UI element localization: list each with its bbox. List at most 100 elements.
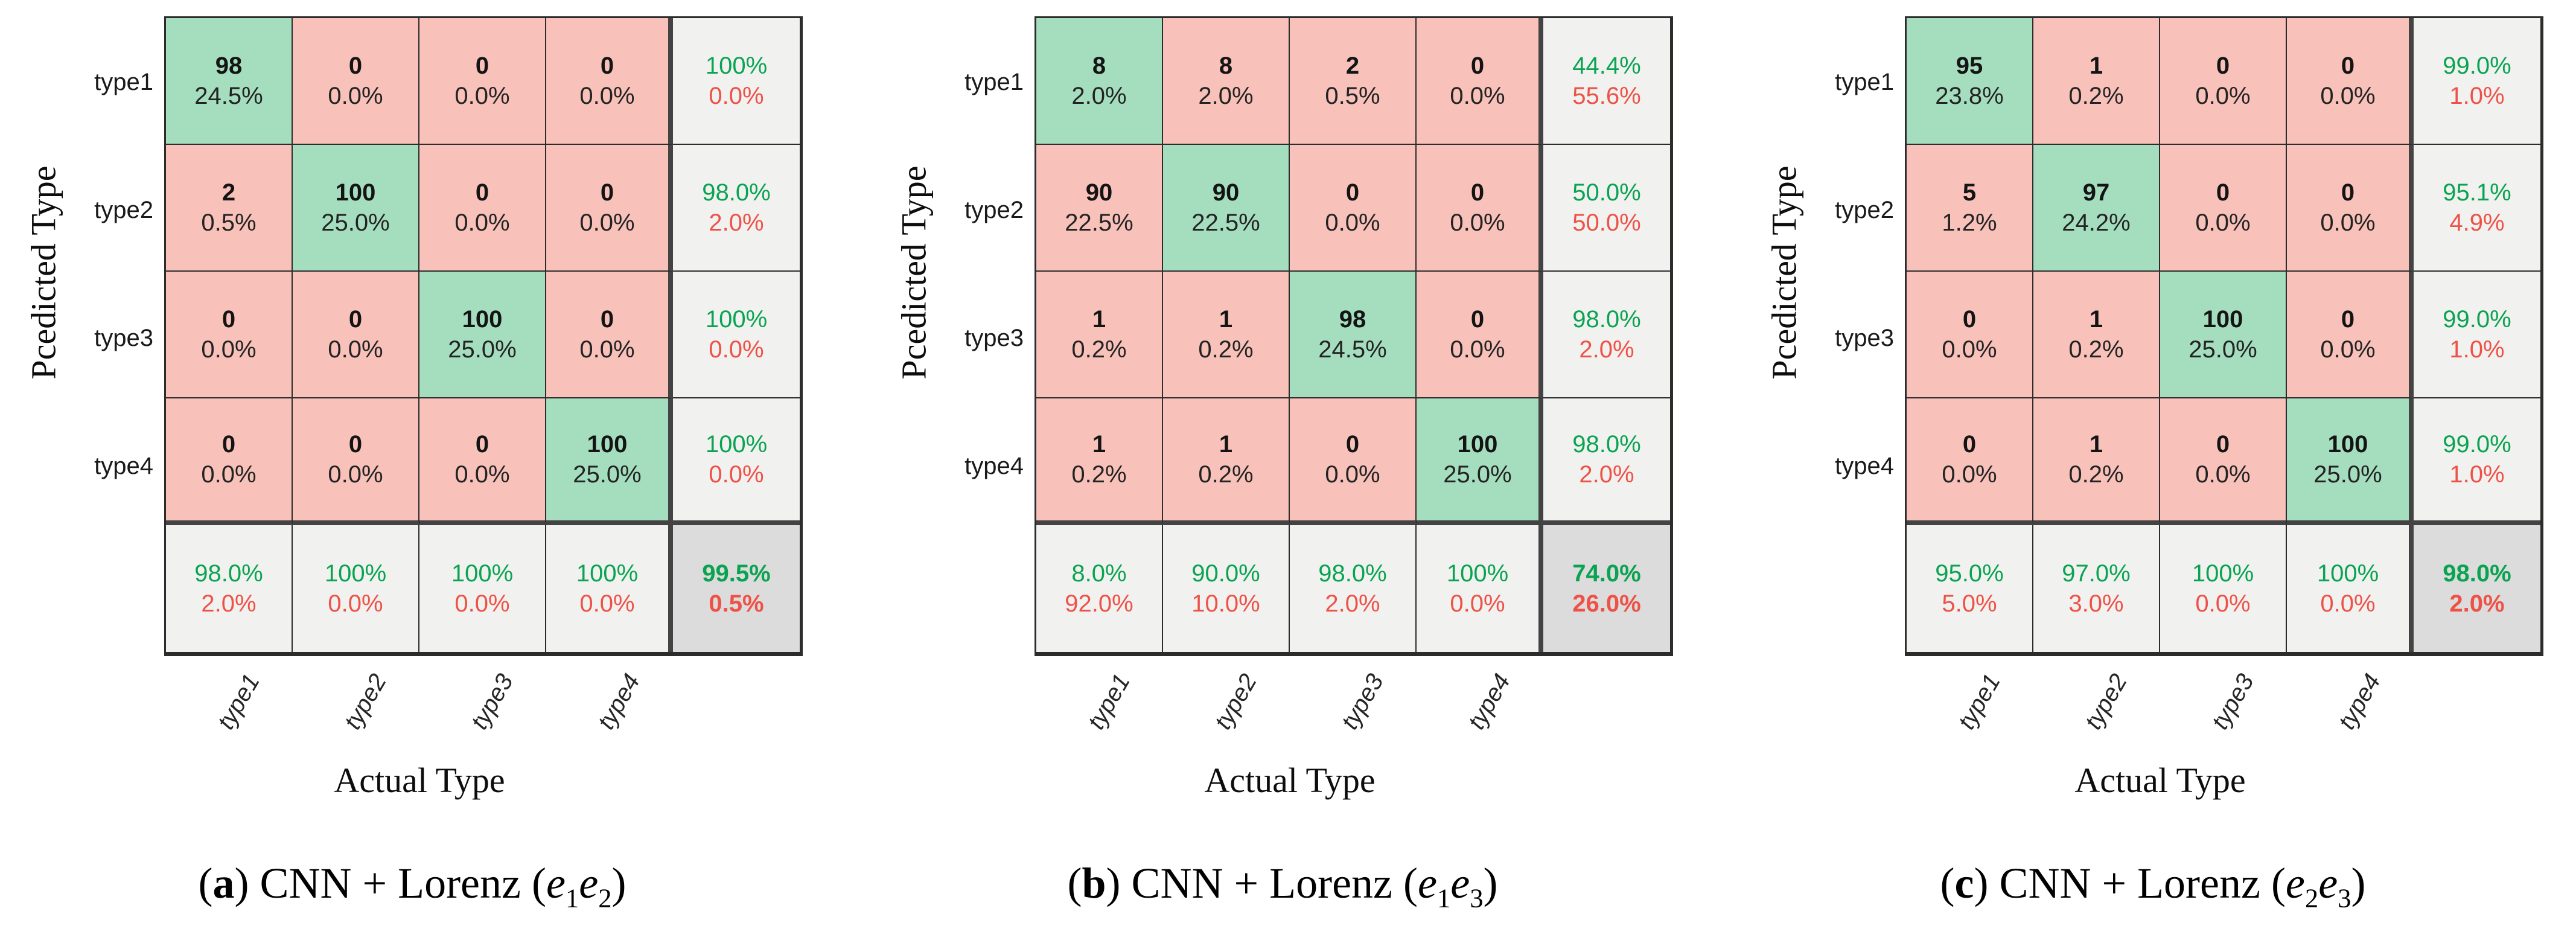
matrix-cell: 0 0.0% — [1290, 145, 1417, 272]
column-summary-cell: 100% 0.0% — [2160, 525, 2287, 652]
caption-e2-subscript: 2 — [598, 883, 612, 913]
matrix-cell: 1 0.2% — [1163, 272, 1290, 398]
row-labels: type1 type2 type3 type4 — [1806, 16, 1905, 800]
y-axis-title-box: Pcedicted Type — [892, 16, 936, 528]
caption: (b) CNN + Lorenz (e1e3) — [892, 858, 1673, 912]
column-tick-label: type3 — [1336, 669, 1389, 734]
diagonal-cell: 100 25.0% — [546, 398, 673, 525]
x-tick-labels: type1 type2 type3 type4 — [166, 656, 803, 759]
caption-close-paren: ) — [611, 859, 626, 907]
row-label: type2 — [94, 196, 153, 223]
x-axis-title: Actual Type — [1204, 761, 1376, 800]
matrix-cell: 0 0.0% — [2287, 272, 2414, 398]
overall-green-percent: 99.5% — [702, 560, 771, 587]
x-tick-labels: type1 type2 type3 type4 — [1036, 656, 1673, 759]
summary-red-percent: 0.0% — [328, 590, 383, 617]
column-summary-cell: 90.0% 10.0% — [1163, 525, 1290, 652]
confusion-grid: 98 24.5% 0 0.0% 0 0.0% 0 0.0% 100% 0.0% 2 0.5% 100 25… — [164, 16, 803, 656]
summary-green-percent: 98.0% — [702, 179, 771, 206]
column-tick-label: type3 — [466, 669, 519, 734]
cell-percent: 0.2% — [2068, 461, 2124, 488]
caption-e2-subscript: 3 — [1470, 883, 1484, 913]
matrix-cell: 0 0.0% — [2160, 18, 2287, 145]
cell-percent: 0.0% — [328, 83, 383, 109]
matrix-cell: 0 0.0% — [419, 398, 546, 525]
diagonal-cell: 98 24.5% — [166, 18, 293, 145]
summary-red-percent: 0.0% — [579, 590, 635, 617]
summary-red-percent: 2.0% — [1579, 336, 1634, 363]
summary-red-percent: 0.0% — [1450, 590, 1505, 617]
summary-red-percent: 0.0% — [454, 590, 510, 617]
cell-percent: 2.0% — [1071, 83, 1127, 109]
caption-close-paren: ) — [2351, 859, 2366, 907]
x-tick: type4 — [1417, 656, 1543, 759]
column-summary-cell: 100% 0.0% — [419, 525, 546, 652]
x-tick: type1 — [166, 656, 293, 759]
column-summary-cell: 97.0% 3.0% — [2033, 525, 2160, 652]
row-labels: type1 type2 type3 type4 — [65, 16, 164, 800]
cell-count: 0 — [2341, 306, 2355, 333]
cell-count: 0 — [2341, 53, 2355, 79]
cell-count: 0 — [348, 306, 363, 333]
summary-red-percent: 55.6% — [1572, 83, 1641, 109]
y-axis-title-box: Pcedicted Type — [22, 16, 65, 528]
cell-count: 100 — [1457, 431, 1498, 458]
column-tick-label: type2 — [339, 669, 392, 734]
y-axis-title: Pcedicted Type — [894, 165, 934, 380]
cell-count: 0 — [2341, 179, 2355, 206]
summary-red-percent: 0.0% — [709, 336, 764, 363]
cell-count: 0 — [1470, 53, 1485, 79]
cell-percent: 25.0% — [573, 461, 642, 488]
matrix-cell: 0 0.0% — [1907, 272, 2033, 398]
y-axis-title: Pcedicted Type — [24, 165, 63, 380]
matrix-cell: 0 0.0% — [1417, 145, 1543, 272]
cell-percent: 0.0% — [1325, 461, 1380, 488]
row-label: type3 — [1835, 324, 1894, 351]
cell-count: 1 — [2089, 306, 2103, 333]
matrix-cell: 5 1.2% — [1907, 145, 2033, 272]
cell-percent: 0.0% — [201, 461, 257, 488]
row-label-spacer — [65, 530, 164, 658]
caption-e1: e — [2285, 859, 2305, 907]
summary-green-percent: 98.0% — [1318, 560, 1387, 587]
column-summary-cell: 98.0% 2.0% — [166, 525, 293, 652]
caption-text: ) CNN + Lorenz ( — [1974, 859, 2286, 907]
diagonal-cell: 97 24.2% — [2033, 145, 2160, 272]
row-summary-cell: 100% 0.0% — [673, 18, 800, 145]
matrix-cell: 0 0.0% — [1907, 398, 2033, 525]
cell-count: 0 — [1962, 306, 1977, 333]
cell-count: 0 — [1962, 431, 1977, 458]
panel-a: Pcedicted Type type1 type2 type3 type4 98 24.5… — [22, 16, 803, 912]
cell-percent: 0.0% — [1450, 83, 1505, 109]
matrix-cell: 0 0.0% — [1417, 18, 1543, 145]
column-summary-cell: 100% 0.0% — [1417, 525, 1543, 652]
cell-percent: 0.0% — [201, 336, 257, 363]
summary-red-percent: 4.9% — [2449, 209, 2505, 236]
cell-count: 1 — [1219, 306, 1233, 333]
column-tick-label: type4 — [593, 669, 646, 734]
cell-count: 95 — [1956, 53, 1983, 79]
cell-percent: 0.0% — [454, 209, 510, 236]
summary-red-percent: 2.0% — [709, 209, 764, 236]
matrix-cell: 1 0.2% — [2033, 272, 2160, 398]
x-tick: type1 — [1036, 656, 1163, 759]
column-summary-cell: 8.0% 92.0% — [1036, 525, 1163, 652]
caption-letter: b — [1082, 859, 1106, 907]
summary-green-percent: 50.0% — [1572, 179, 1641, 206]
column-tick-label: type3 — [2207, 669, 2260, 734]
diagonal-cell: 90 22.5% — [1163, 145, 1290, 272]
caption-e1-subscript: 1 — [1436, 883, 1451, 913]
summary-green-percent: 100% — [705, 306, 768, 333]
cell-percent: 0.0% — [2195, 461, 2251, 488]
overall-green-percent: 74.0% — [1572, 560, 1641, 587]
diagonal-cell: 100 25.0% — [293, 145, 419, 272]
cell-count: 0 — [348, 53, 363, 79]
matrix-cell: 1 0.2% — [2033, 18, 2160, 145]
cell-percent: 0.0% — [579, 83, 635, 109]
cell-percent: 25.0% — [448, 336, 517, 363]
cell-count: 0 — [600, 53, 614, 79]
x-axis-title: Actual Type — [2074, 761, 2246, 800]
confusion-plot: Pcedicted Type type1 type2 type3 type4 8 2.0% 8… — [892, 16, 1673, 800]
column-tick-label: type1 — [1953, 669, 2006, 734]
column-tick-label: type1 — [1083, 669, 1136, 734]
